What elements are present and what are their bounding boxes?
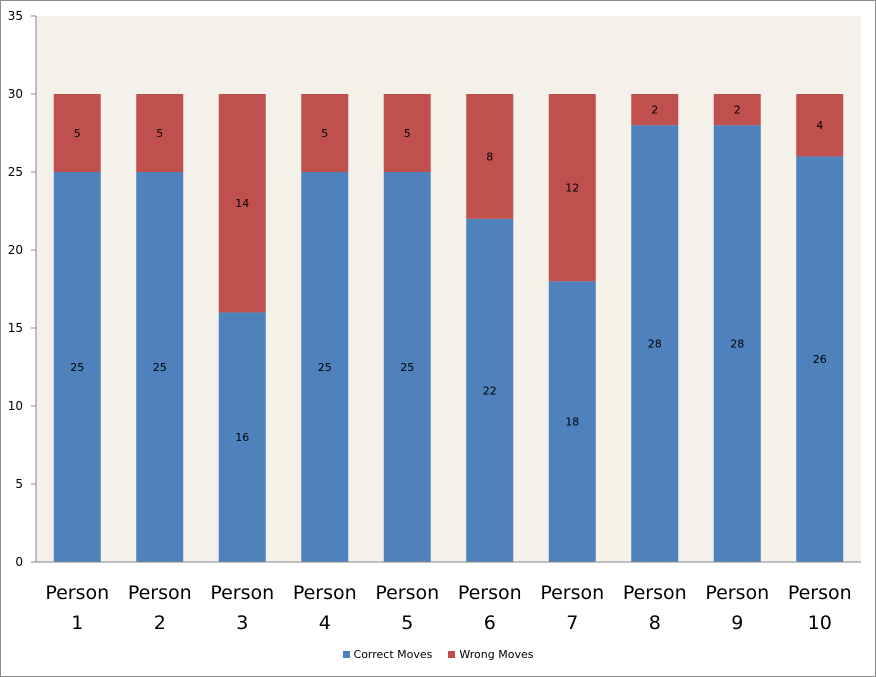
bar-wrong-moves [548,94,596,282]
bar-correct-moves [383,172,431,562]
bar-wrong-moves [796,94,844,157]
x-tick-label-line: Person [293,582,357,604]
y-tick-label: 20 [8,243,23,257]
x-tick-label: Person 8 [623,582,687,634]
x-tick-label-line: Person [788,582,852,604]
bar-correct-moves [713,125,761,562]
legend-label: Correct Moves [353,648,433,661]
x-tick-label: Person 2 [128,582,192,634]
x-tick-label: Person 5 [375,582,439,634]
legend-item: Correct Moves [342,648,433,661]
bar-correct-moves [548,281,596,562]
data-label: 5 [74,127,81,140]
bar-correct-moves [136,172,184,562]
data-label: 25 [400,361,414,374]
data-label: 5 [156,127,163,140]
bar-wrong-moves [383,94,431,172]
bar-wrong-moves [466,94,514,219]
x-tick-label: Person 3 [210,582,274,634]
data-label: 25 [153,361,167,374]
y-tick-label: 35 [8,9,23,23]
x-tick-label: Person 4 [293,582,357,634]
x-tick-label-line: 6 [484,612,496,634]
y-axis: 0 5 10 15 20 25 30 35 [8,9,37,569]
data-label: 16 [235,431,249,444]
data-label: 5 [404,127,411,140]
bar-wrong-moves [53,94,101,172]
y-tick-label: 0 [15,555,23,569]
bar-correct-moves [53,172,101,562]
bar-correct-moves [631,125,679,562]
legend-item: Wrong Moves [448,648,533,661]
x-tick-label: Person 7 [540,582,604,634]
x-tick-label-line: Person [458,582,522,604]
x-tick-label-line: Person [623,582,687,604]
legend: Correct Moves Wrong Moves [0,648,876,661]
x-tick-label-line: 8 [649,612,661,634]
x-tick-label-line: 1 [71,612,83,634]
data-label: 8 [486,150,493,163]
data-label: 25 [318,361,332,374]
bar-correct-moves [301,172,349,562]
data-label: 2 [734,104,741,117]
x-tick-label-line: 9 [731,612,743,634]
bar-wrong-moves [713,94,761,126]
data-label: 26 [813,353,827,366]
bar-correct-moves [466,218,514,563]
y-tick-label: 5 [15,477,23,491]
bar-correct-moves [796,156,844,562]
data-label: 25 [70,361,84,374]
data-label: 2 [651,104,658,117]
bar-wrong-moves [301,94,349,172]
legend-label: Wrong Moves [459,648,534,661]
bar-correct-moves [218,312,266,562]
x-tick-label-line: Person [210,582,274,604]
x-tick-label-line: Person [705,582,769,604]
data-label: 28 [648,338,662,351]
bar-wrong-moves [631,94,679,126]
x-tick-label-line: 7 [566,612,578,634]
data-label: 4 [816,119,823,132]
x-tick-label-line: 3 [236,612,248,634]
x-tick-label-line: 2 [154,612,166,634]
x-tick-label-line: Person [45,582,109,604]
bar-wrong-moves [136,94,184,172]
data-label: 22 [483,384,497,397]
x-tick-label-line: 4 [319,612,331,634]
x-tick-label-line: 10 [808,612,832,634]
y-tick-label: 10 [8,399,23,413]
x-tick-label-line: 5 [401,612,413,634]
x-tick-label: Person 10 [788,582,852,634]
x-tick-label: Person 9 [705,582,769,634]
y-tick-label: 30 [8,87,23,101]
data-label: 5 [321,127,328,140]
data-label: 18 [565,416,579,429]
x-tick-label-line: Person [375,582,439,604]
legend-swatch [342,651,350,658]
x-tick-label-line: Person [540,582,604,604]
legend-swatch [448,651,456,658]
x-tick-label: Person 1 [45,582,109,634]
x-tick-label-line: Person [128,582,192,604]
data-label: 28 [730,338,744,351]
bar-wrong-moves [218,94,266,313]
data-label: 12 [565,182,579,195]
data-label: 14 [235,197,249,210]
y-tick-label: 25 [8,165,23,179]
x-tick-label: Person 6 [458,582,522,634]
y-tick-label: 15 [8,321,23,335]
